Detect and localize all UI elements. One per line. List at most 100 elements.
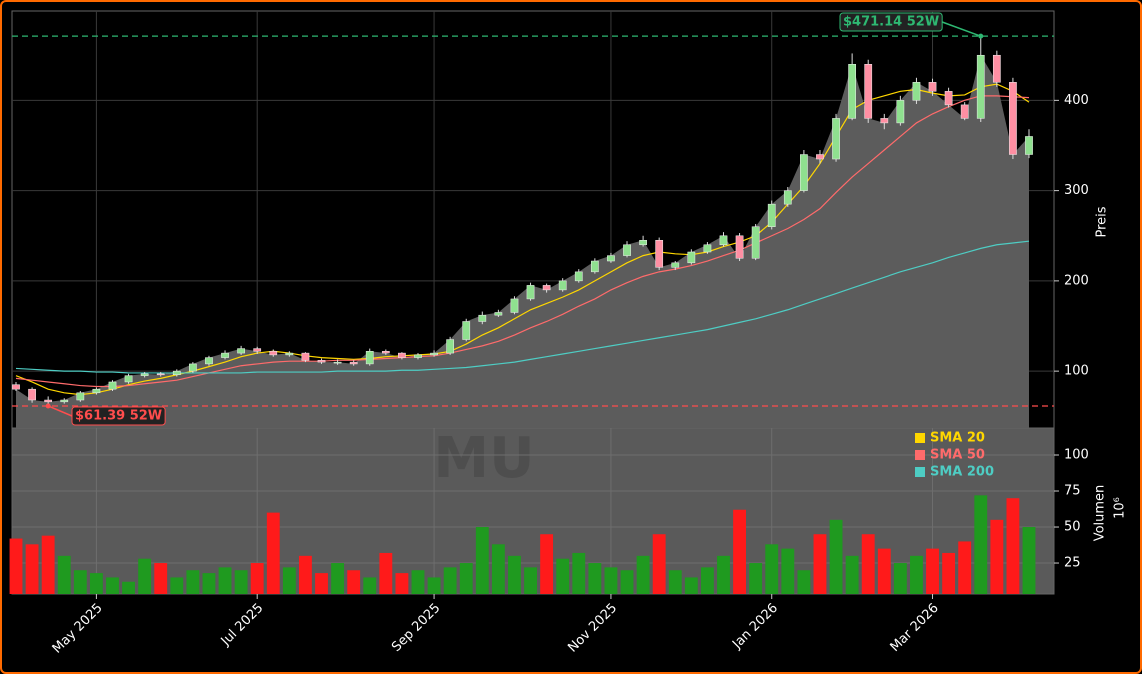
y-tick-label: 75 (1064, 484, 1081, 499)
volume-bar (427, 577, 441, 594)
volume-bar (893, 563, 907, 594)
volume-bar (524, 567, 537, 594)
candle-body (301, 352, 310, 361)
candle-body (896, 100, 905, 124)
candle-body (558, 280, 567, 291)
candle-body (767, 203, 776, 227)
candle-body (687, 251, 696, 264)
candle-body (832, 118, 840, 160)
volume-bar (974, 495, 988, 594)
annotation-label: $471.14 52W (843, 15, 939, 30)
candle-body (269, 351, 278, 356)
volume-bar (395, 573, 409, 594)
annotation-label: $61.39 52W (75, 409, 162, 424)
candle-body (800, 154, 808, 191)
y-tick-label: 100 (1064, 448, 1089, 463)
legend-swatch (915, 467, 925, 477)
candle-body (783, 190, 792, 205)
candle-body (671, 262, 680, 268)
volume-bar (636, 555, 650, 594)
volume-bar (186, 570, 200, 594)
volume-bar (765, 544, 779, 594)
x-tick-label: Nov 2025 (565, 601, 620, 656)
volume-bar (813, 534, 827, 594)
y-tick-label: 25 (1064, 556, 1081, 571)
candle-body (912, 82, 921, 101)
volume-bar (877, 548, 891, 594)
volume-bar (298, 555, 312, 594)
volume-bar (958, 541, 972, 594)
candle-body (172, 370, 181, 375)
candle-body (205, 357, 213, 365)
legend-swatch (915, 450, 925, 460)
candle-body (76, 392, 85, 401)
candle-body (703, 244, 712, 253)
candle-body (607, 255, 615, 262)
volume-bar (540, 534, 554, 594)
candle-body (253, 348, 262, 352)
candle-body (140, 373, 149, 376)
candle-body (446, 339, 455, 354)
volume-bar (749, 563, 763, 594)
candle-body (189, 363, 197, 372)
volume-bar (781, 548, 795, 594)
volume-bar (459, 563, 473, 594)
candle-body (719, 235, 728, 246)
volume-bar (861, 534, 875, 594)
volume-bar (234, 570, 248, 594)
y-tick-label: 50 (1064, 520, 1081, 535)
volume-bar (411, 570, 425, 594)
candle-body (590, 260, 599, 273)
volume-bar (910, 555, 923, 594)
volume-bar (588, 563, 602, 594)
candle-body (655, 240, 664, 268)
volume-bar (57, 555, 71, 594)
y-tick-label: 400 (1064, 93, 1089, 108)
candle-body (285, 352, 294, 356)
candle-body (108, 381, 117, 390)
volume-bar (122, 581, 135, 594)
candle-body (944, 91, 953, 106)
volume-bar (89, 573, 103, 594)
candle-body (816, 154, 824, 160)
volume-bar (684, 577, 698, 594)
legend-label: SMA 20 (930, 431, 985, 446)
legend-label: SMA 50 (930, 448, 985, 463)
volume-bar (475, 527, 489, 594)
volume-bar (106, 577, 119, 594)
sma-line (15, 240, 1030, 374)
volume-bar (315, 573, 328, 594)
volume-bar (1006, 498, 1020, 594)
candle-body (992, 54, 1001, 83)
candle-body (317, 360, 326, 363)
candle-body (12, 384, 20, 390)
candle-body (462, 321, 471, 340)
volume-bar (202, 573, 216, 594)
candle-body (28, 388, 36, 401)
volume-bar (379, 552, 393, 594)
candle-body (510, 298, 519, 313)
volume-bar (700, 567, 714, 594)
annotation-arrow (47, 405, 73, 417)
candle-body (221, 352, 229, 358)
x-tick-label: Jul 2025 (218, 601, 267, 650)
x-tick-label: May 2025 (50, 601, 106, 657)
volume-bar (331, 563, 345, 594)
candle-body (639, 240, 647, 246)
legend-label: SMA 200 (930, 465, 994, 480)
candle-body (574, 271, 583, 282)
candle-body (928, 82, 937, 92)
candle-body (976, 54, 985, 119)
sma-line (15, 95, 1030, 388)
candle-body (542, 285, 551, 291)
candle-body (1009, 82, 1017, 155)
annotation-arrowhead (45, 403, 51, 409)
volume-bar (604, 567, 618, 594)
candle-body (864, 64, 873, 119)
candle-body (44, 399, 53, 403)
annotation-arrow (941, 21, 982, 37)
candle-body (494, 312, 503, 316)
candle-body (156, 373, 165, 376)
volume-bar (282, 567, 296, 594)
